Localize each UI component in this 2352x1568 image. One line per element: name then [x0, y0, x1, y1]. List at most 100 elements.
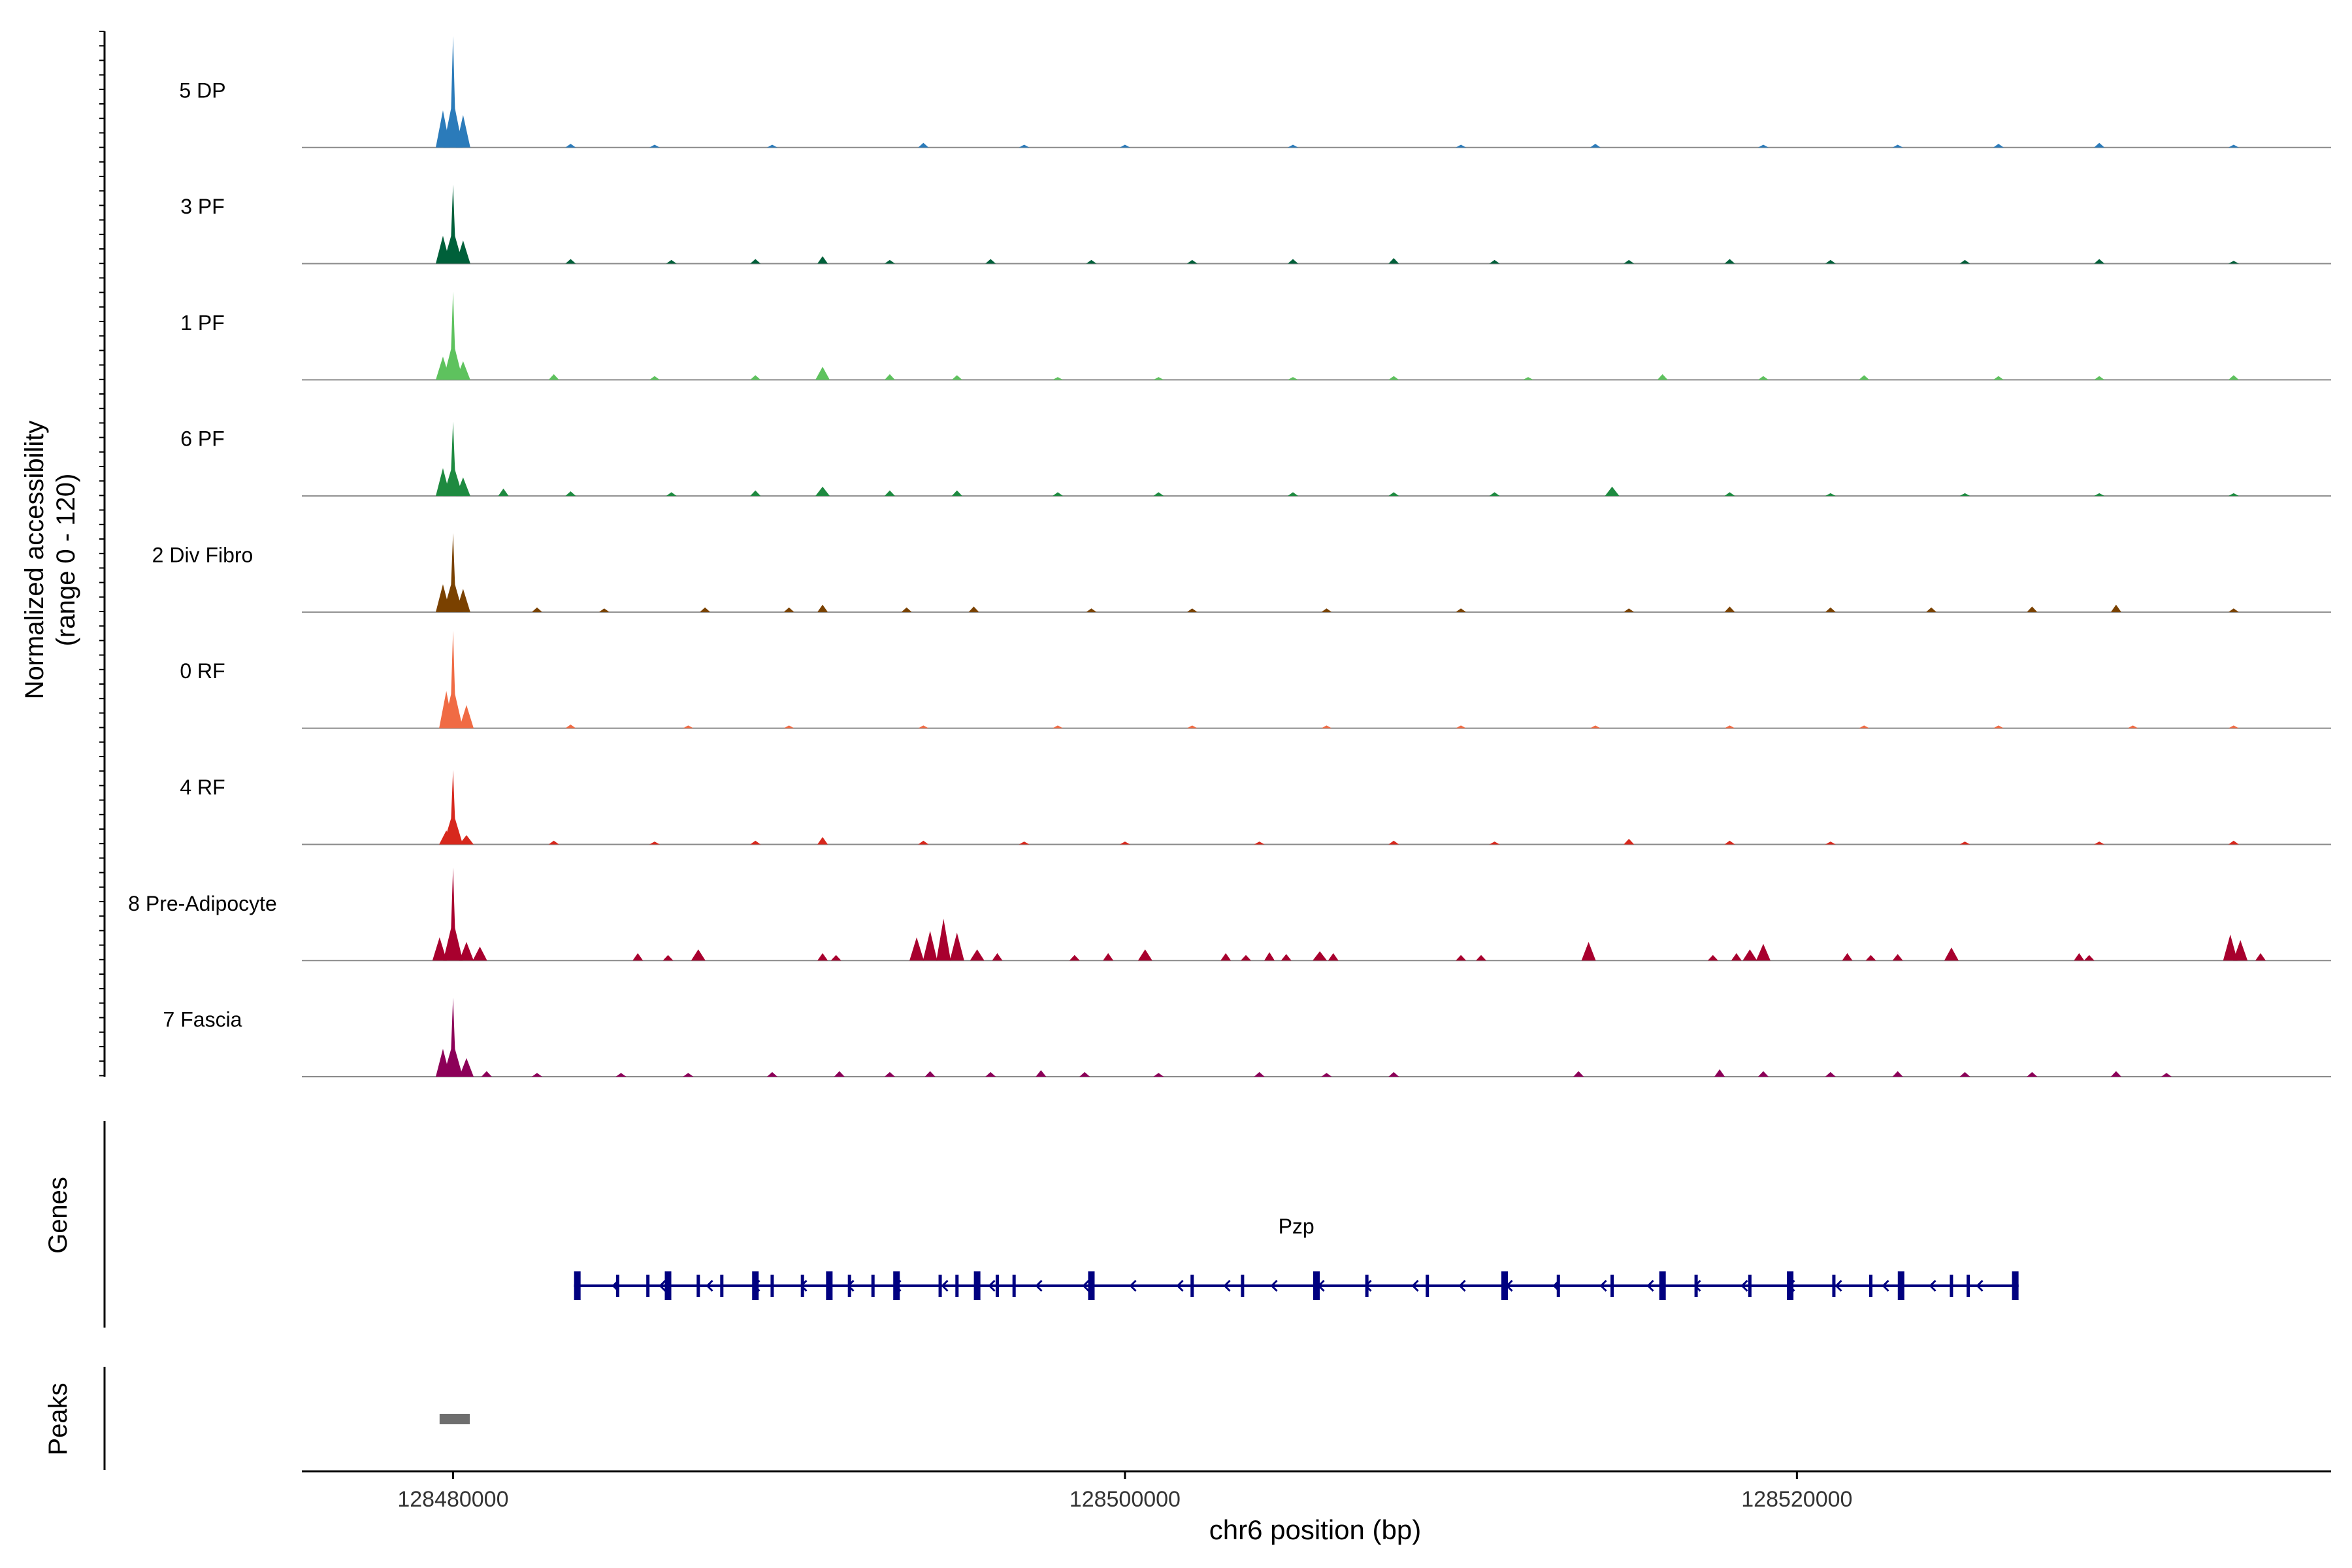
coverage-peak: [1019, 144, 1030, 148]
coverage-peak: [1707, 955, 1718, 961]
coverage-peak: [1892, 144, 1903, 148]
coverage-peak: [924, 1071, 936, 1077]
track-label: 1 PF: [180, 311, 225, 335]
strand-arrow: [1176, 1279, 1184, 1292]
coverage-peak: [443, 868, 463, 961]
coverage-peak: [1388, 376, 1399, 380]
coverage-peak: [443, 421, 463, 497]
coverage-peak: [1079, 1071, 1090, 1077]
coverage-peak: [1186, 608, 1198, 612]
coverage-peak: [766, 144, 777, 148]
coverage-peak: [1714, 1069, 1725, 1077]
gene-exon: [973, 1271, 981, 1300]
coverage-peak: [1825, 1071, 1836, 1077]
coverage-peak: [951, 375, 962, 380]
strand-arrow: [659, 1279, 666, 1292]
track-label: 0 RF: [180, 659, 225, 683]
coverage-peak: [666, 492, 677, 497]
coverage-peak: [1993, 725, 2004, 728]
coverage-peak: [1288, 492, 1299, 497]
coverage-peak: [901, 607, 912, 612]
coverage-peak: [817, 256, 828, 264]
coverage-peak: [1825, 841, 1836, 845]
gene-exon: [1012, 1275, 1016, 1297]
coverage-peak: [830, 955, 841, 961]
coverage-peak: [435, 110, 450, 148]
coverage-peak: [1489, 492, 1500, 497]
strand-arrow: [1129, 1279, 1137, 1292]
coverage-peak: [1321, 1073, 1332, 1077]
coverage-peak: [1825, 259, 1836, 264]
coverage-peak: [1186, 725, 1198, 728]
coverage-peak: [817, 953, 828, 961]
coverage-peak: [2228, 261, 2239, 264]
coverage-peak: [1241, 955, 1252, 961]
track-label: 2 Div Fibro: [152, 543, 253, 566]
coverage-peak: [949, 932, 964, 961]
strand-arrow: [1740, 1279, 1748, 1292]
coverage-peak: [1624, 259, 1635, 264]
coverage-peak: [1742, 949, 1757, 961]
coverage-peak: [459, 705, 474, 728]
coverage-peak: [2094, 493, 2105, 497]
coverage-peak: [884, 1071, 895, 1077]
genes-panel: Genes Pzp: [44, 1121, 2019, 1328]
gene-exon: [1610, 1275, 1614, 1297]
coverage-peak: [1590, 144, 1601, 148]
coverage-peak: [2228, 493, 2239, 497]
coverage-peak: [1288, 144, 1299, 148]
coverage-peak: [2255, 953, 2266, 961]
coverage-peak: [565, 144, 576, 148]
gene-exon: [615, 1275, 619, 1297]
coverage-peak: [1757, 1071, 1769, 1077]
coverage-peak: [1321, 725, 1332, 728]
x-tick-label: 128520000: [1741, 1487, 1852, 1512]
gene-exon: [752, 1271, 759, 1300]
coverage-peak: [1119, 144, 1130, 148]
coverage-peak: [2094, 259, 2105, 264]
coverage-peak: [1825, 493, 1836, 497]
coverage-peak: [1153, 492, 1164, 497]
coverage-peak: [565, 724, 576, 728]
coverage-peak: [817, 604, 828, 612]
y-axis-label-line2: (range 0 - 120): [52, 474, 80, 647]
coverage-peak: [2110, 1071, 2121, 1077]
strand-arrow: [1599, 1279, 1607, 1292]
track-1: 5 DP: [179, 36, 2331, 148]
coverage-peak: [1724, 606, 1735, 612]
gene-exon: [893, 1271, 900, 1300]
coverage-peak: [1581, 941, 1596, 961]
coverage-peak: [632, 953, 644, 961]
coverage-peak: [1724, 259, 1735, 264]
y-axis-label: Normalized accessibility (range 0 - 120): [20, 421, 80, 700]
coverage-peak: [1959, 493, 1970, 497]
coverage-peak: [443, 998, 463, 1077]
gene-exon: [646, 1275, 650, 1297]
coverage-peak: [884, 259, 895, 264]
coverage-peak: [750, 375, 761, 380]
coverage-peak: [1313, 951, 1328, 961]
x-tick-label: 128500000: [1070, 1487, 1181, 1512]
coverage-peak: [615, 1073, 627, 1077]
coverage-peak: [1153, 377, 1164, 380]
strand-arrow: [1223, 1279, 1231, 1292]
coverage-peak: [1186, 259, 1198, 264]
coverage-peak: [1724, 492, 1735, 497]
coverage-peak: [443, 184, 463, 264]
coverage-peak: [1153, 1073, 1164, 1077]
coverage-peak: [918, 142, 929, 148]
coverage-peak: [662, 955, 674, 961]
coverage-peak: [443, 630, 463, 728]
coverage-peak: [1959, 1071, 1970, 1077]
coverage-peak: [2027, 606, 2038, 612]
coverage-peak: [565, 491, 576, 497]
coverage-peak: [1489, 841, 1500, 845]
coverage-peak: [951, 490, 962, 497]
coverage-peak: [683, 725, 694, 728]
coverage-peak: [1388, 840, 1399, 845]
coverage-peak: [649, 144, 660, 148]
coverage-peak: [2127, 725, 2138, 728]
coverage-peak: [2083, 955, 2095, 961]
coverage-peak: [1590, 725, 1601, 728]
coverage-tracks: 5 DP 3 PF 1 PF 6 PF 2 Div Fibro 0 RF 4 RF 8 Pre…: [128, 36, 2331, 1077]
